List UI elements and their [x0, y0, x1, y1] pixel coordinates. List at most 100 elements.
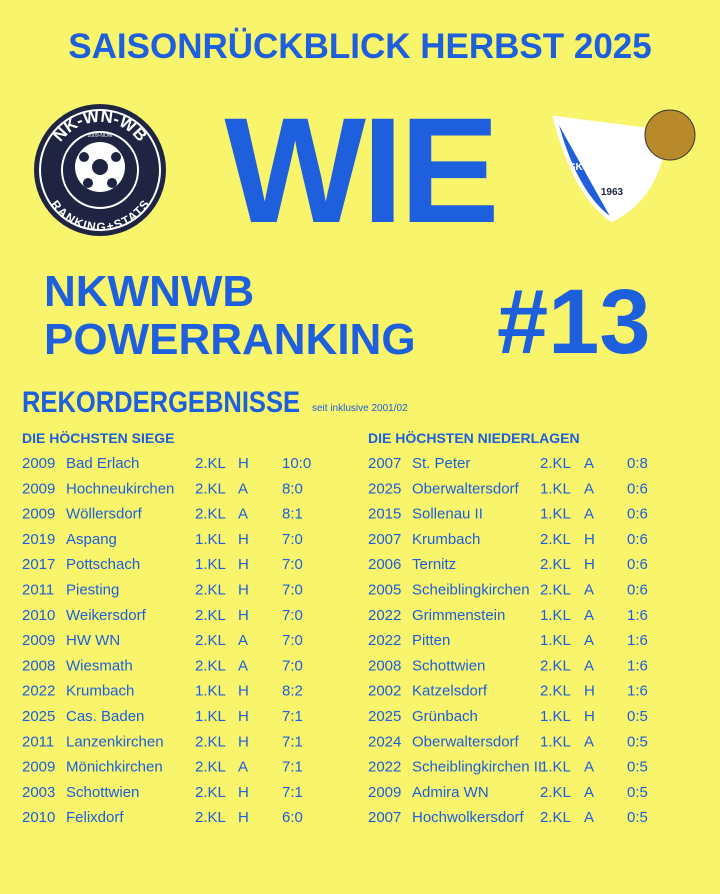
cell-league: 1.KL [540, 506, 571, 523]
cell-score: 7:0 [282, 556, 303, 573]
cell-score: 6:0 [282, 809, 303, 826]
cell-year: 2007 [368, 809, 401, 826]
cell-score: 7:1 [282, 759, 303, 776]
cell-team: Hochwolkersdorf [412, 809, 525, 826]
cell-league: 1.KL [540, 733, 571, 750]
cell-venue: H [238, 708, 249, 725]
cell-league: 2.KL [540, 455, 571, 472]
cell-venue: A [238, 480, 248, 497]
cell-league: 1.KL [540, 607, 571, 624]
cell-team: Piesting [66, 581, 119, 598]
cell-team: Hochneukirchen [66, 480, 174, 497]
cell-year: 2025 [22, 708, 55, 725]
rank: #13 [497, 271, 651, 373]
cell-year: 2022 [368, 607, 401, 624]
cell-score: 1:6 [627, 657, 648, 674]
cell-year: 2022 [368, 632, 401, 649]
cell-score: 8:1 [282, 506, 303, 523]
cell-venue: H [238, 733, 249, 750]
cell-league: 1.KL [195, 556, 226, 573]
cell-venue: H [238, 556, 249, 573]
cell-venue: H [238, 607, 249, 624]
cell-venue: A [584, 784, 594, 801]
cell-year: 2009 [22, 759, 55, 776]
cell-year: 2007 [368, 455, 401, 472]
cell-league: 2.KL [540, 531, 571, 548]
cell-score: 7:1 [282, 708, 303, 725]
ranking-line2: POWERRANKING [44, 315, 416, 364]
wins-heading: DIE HÖCHSTEN SIEGE [22, 430, 174, 446]
cell-team: Pottschach [66, 556, 140, 573]
cell-year: 2009 [22, 455, 55, 472]
cell-year: 2015 [368, 506, 401, 523]
team-code: WIE [224, 86, 495, 254]
cell-team: Mönichkirchen [66, 759, 163, 776]
cell-year: 2009 [22, 480, 55, 497]
cell-venue: A [584, 607, 594, 624]
cell-score: 8:0 [282, 480, 303, 497]
cell-score: 7:1 [282, 784, 303, 801]
cell-year: 2011 [22, 733, 54, 750]
cell-league: 1.KL [195, 531, 226, 548]
cell-year: 2025 [368, 480, 401, 497]
records-title: REKORDERGEBNISSE [22, 386, 300, 419]
cell-year: 2007 [368, 531, 401, 548]
cell-score: 0:5 [627, 708, 648, 725]
cell-venue: H [238, 531, 249, 548]
cell-league: 2.KL [195, 632, 226, 649]
cell-team: Weikersdorf [66, 607, 147, 624]
cell-year: 2009 [22, 506, 55, 523]
cell-venue: A [584, 809, 594, 826]
cell-venue: A [584, 759, 594, 776]
cell-venue: A [584, 480, 594, 497]
cell-year: 2025 [368, 708, 401, 725]
cell-score: 8:2 [282, 683, 303, 700]
cell-team: Lanzenkirchen [66, 733, 164, 750]
cell-score: 10:0 [282, 455, 311, 472]
cell-league: 2.KL [195, 657, 226, 674]
cell-team: Grünbach [412, 708, 478, 725]
cell-team: Felixdorf [66, 809, 124, 826]
cell-year: 2009 [368, 784, 401, 801]
cell-league: 2.KL [540, 809, 571, 826]
cell-league: 2.KL [195, 733, 226, 750]
cell-score: 7:0 [282, 531, 303, 548]
cell-venue: H [238, 809, 249, 826]
cell-team: Schottwien [66, 784, 139, 801]
cell-year: 2006 [368, 556, 401, 573]
cell-score: 1:6 [627, 683, 648, 700]
cell-venue: H [238, 581, 249, 598]
cell-venue: A [238, 506, 248, 523]
cell-team: Grimmenstein [412, 607, 505, 624]
cell-team: St. Peter [412, 455, 470, 472]
cell-league: 2.KL [195, 480, 226, 497]
cell-year: 2019 [22, 531, 55, 548]
cell-league: 2.KL [540, 556, 571, 573]
left-logo: NK-WN-WB 2009-NOW RANKING+STATS [34, 104, 166, 236]
cell-team: Wöllersdorf [66, 506, 143, 523]
cell-venue: A [584, 455, 594, 472]
cell-team: Katzelsdorf [412, 683, 488, 700]
cell-venue: A [584, 657, 594, 674]
cell-team: Pitten [412, 632, 450, 649]
right-logo: SK WIESMATH 1963 [552, 109, 696, 223]
cell-venue: A [584, 632, 594, 649]
cell-venue: A [584, 581, 594, 598]
cell-venue: H [584, 531, 595, 548]
cell-year: 2002 [368, 683, 401, 700]
cell-year: 2003 [22, 784, 55, 801]
cell-venue: A [584, 506, 594, 523]
cell-team: Wiesmath [66, 657, 133, 674]
cell-league: 1.KL [195, 708, 226, 725]
cell-league: 1.KL [540, 708, 571, 725]
cell-year: 2010 [22, 809, 55, 826]
cell-score: 0:6 [627, 556, 648, 573]
cell-team: Oberwaltersdorf [412, 733, 520, 750]
cell-league: 1.KL [540, 480, 571, 497]
cell-league: 2.KL [195, 581, 226, 598]
cell-year: 2008 [22, 657, 55, 674]
cell-league: 2.KL [195, 607, 226, 624]
cell-score: 0:8 [627, 455, 648, 472]
